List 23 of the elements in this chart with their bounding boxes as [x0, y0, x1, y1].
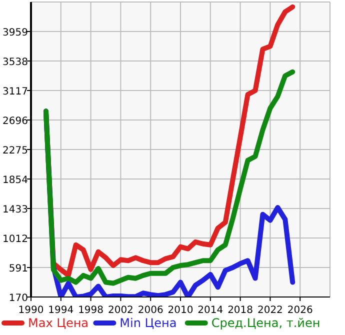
x-tick-label: 2006	[138, 305, 164, 316]
y-tick-label: 1433	[2, 204, 28, 216]
y-tick-label: 2275	[2, 146, 28, 156]
x-tick-label: 1994	[48, 305, 74, 316]
x-tick-label: 1990	[18, 305, 44, 316]
y-tick-label: 1012	[2, 234, 28, 245]
x-tick-label: 2018	[228, 305, 254, 316]
y-tick-label: 591	[8, 264, 28, 274]
x-tick-label: 2026	[287, 305, 313, 316]
y-tick-label: 2696	[2, 116, 28, 127]
y-tick-label: 3538	[2, 57, 28, 68]
x-tick-label: 2010	[168, 305, 194, 316]
legend-label: Min Цена	[120, 316, 177, 330]
legend-label: Сред.Цена, т.йен	[211, 316, 320, 330]
x-tick-label: 1998	[78, 305, 104, 316]
x-tick-label: 2002	[108, 305, 134, 316]
legend-label: Max Цена	[28, 316, 89, 330]
y-tick-label: 3117	[2, 86, 28, 98]
y-tick-label: 3959	[2, 28, 28, 38]
y-tick-label: 170	[8, 293, 28, 304]
y-tick-label: 1854	[2, 175, 28, 186]
x-tick-label: 2022	[257, 305, 283, 316]
x-tick-label: 2014	[198, 305, 224, 316]
